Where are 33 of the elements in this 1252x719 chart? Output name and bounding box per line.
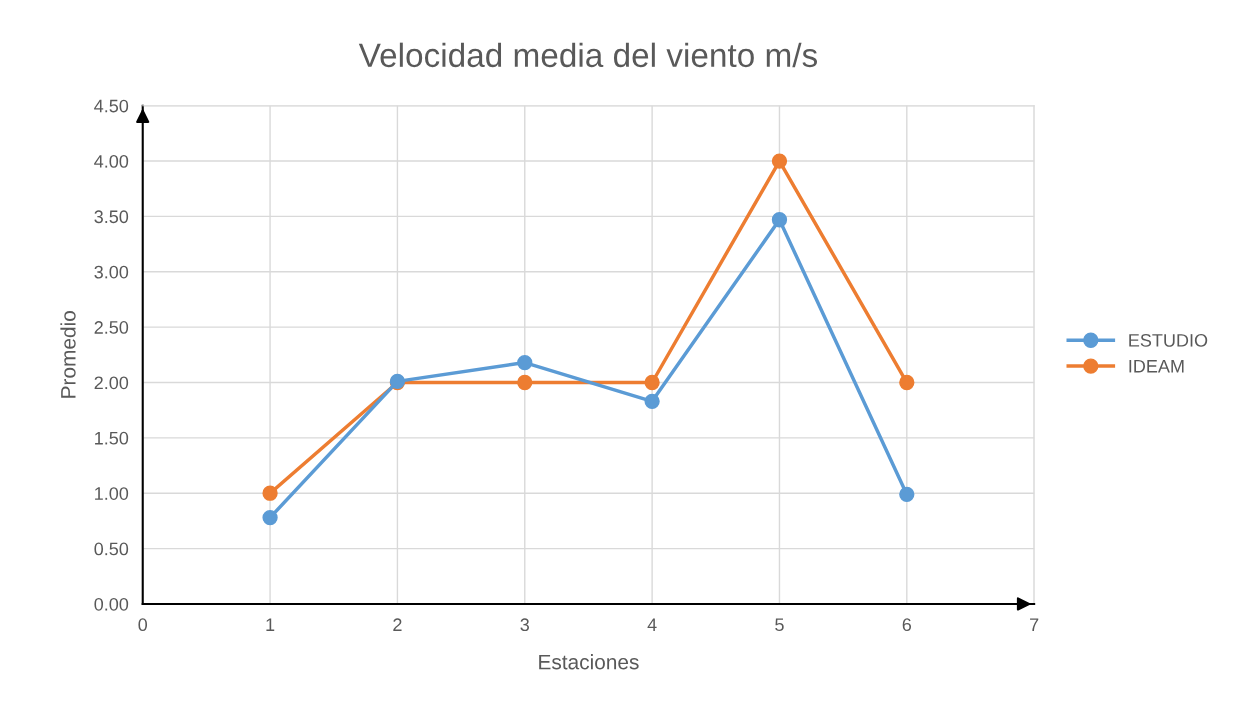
y-tick-label: 0.00 <box>94 597 129 611</box>
point <box>517 374 533 391</box>
point <box>899 486 915 502</box>
x-tick-label: 3 <box>520 618 529 632</box>
y-tick-label: 3.00 <box>94 265 129 279</box>
y-tick-label: 1.00 <box>95 487 129 500</box>
x-tick-label: 0 <box>138 618 148 632</box>
y-tick-label: 4.50 <box>94 99 129 113</box>
x-tick-label: 6 <box>902 618 912 632</box>
x-tick-label: 1 <box>266 618 275 631</box>
x-axis-title: Estaciones <box>539 654 639 670</box>
point <box>517 354 533 371</box>
point <box>262 509 278 526</box>
y-tick-label: 3.50 <box>94 210 129 224</box>
point <box>262 485 278 501</box>
point <box>899 374 915 391</box>
x-tick-label: 2 <box>393 618 402 631</box>
legend-label: ESTUDIO <box>1129 333 1208 347</box>
point <box>644 393 660 409</box>
x-tick-label: 4 <box>647 618 657 631</box>
y-tick-label: 4.00 <box>94 154 129 168</box>
point <box>771 153 788 169</box>
point <box>644 374 660 391</box>
y-tick-label: 0.50 <box>94 542 129 556</box>
chart-title: Velocidad media del viento m/s <box>358 42 818 68</box>
y-axis-title: Promedio <box>60 311 76 398</box>
x-tick-label: 7 <box>1030 618 1039 631</box>
y-tick-label: 2.50 <box>94 321 129 334</box>
y-tick-label: 2.00 <box>94 376 129 390</box>
y-tick-label: 1.50 <box>95 431 129 445</box>
point <box>771 212 788 228</box>
legend-label: IDEAM <box>1129 360 1184 373</box>
x-tick-label: 5 <box>775 618 784 632</box>
